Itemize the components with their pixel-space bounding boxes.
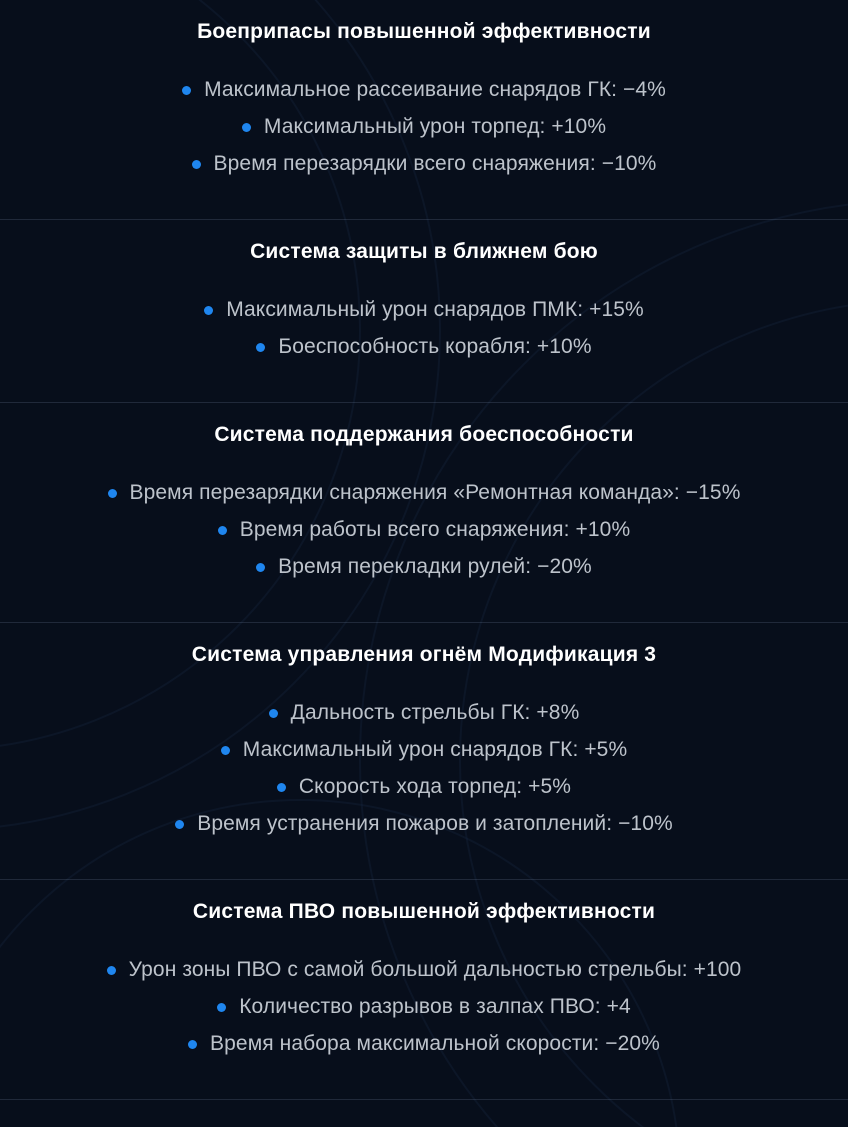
modifier-text: Скорость хода торпед: +5% [298,775,572,798]
modifier-item: Максимальный урон торпед: +10% [20,108,828,145]
bullet-icon [220,745,230,755]
upgrade-section: Боеприпасы повышенной эффективности Макси… [0,0,848,220]
upgrade-section: Система ПВО повышенной эффективности Урон… [0,880,848,1100]
modifier-text: Максимальное рассеивание снарядов ГК: −4… [204,78,666,101]
modifier-list: Урон зоны ПВО с самой большой дальностью… [20,951,828,1062]
modifier-item: Максимальный урон снарядов ГК: +5% [20,731,828,768]
modifier-list: Максимальное рассеивание снарядов ГК: −4… [20,71,828,182]
modifier-list: Дальность стрельбы ГК: +8% Максимальный у… [20,694,828,842]
bullet-icon [241,122,251,132]
modifier-text: Время набора максимальной скорости: −20% [210,1032,660,1055]
modifier-text: Количество разрывов в залпах ПВО: +4 [239,995,631,1018]
modifier-text: Дальность стрельбы ГК: +8% [290,701,580,724]
modifier-item: Время перезарядки снаряжения «Ремонтная … [20,474,828,511]
modifier-item: Количество разрывов в залпах ПВО: +4 [20,988,828,1025]
section-title: Система защиты в ближнем бою [250,240,598,263]
modifier-text: Время устранения пожаров и затоплений: −… [197,812,673,835]
modifier-list: Максимальный урон снарядов ПМК: +15% Боес… [20,291,828,365]
upgrades-list: Боеприпасы повышенной эффективности Макси… [0,0,848,1100]
modifier-text: Время перезарядки снаряжения «Ремонтная … [129,481,741,504]
modifier-list: Время перезарядки снаряжения «Ремонтная … [20,474,828,585]
modifier-item: Максимальное рассеивание снарядов ГК: −4… [20,71,828,108]
section-title: Система поддержания боеспособности [214,423,634,446]
modifier-item: Скорость хода торпед: +5% [20,768,828,805]
modifier-item: Время работы всего снаряжения: +10% [20,511,828,548]
bullet-icon [106,965,116,975]
bullet-icon [217,525,227,535]
bullet-icon [217,1002,227,1012]
modifier-item: Время устранения пожаров и затоплений: −… [20,805,828,842]
modifier-text: Максимальный урон снарядов ПМК: +15% [226,298,644,321]
modifier-item: Дальность стрельбы ГК: +8% [20,694,828,731]
section-title: Система управления огнём Модификация 3 [191,643,657,666]
upgrade-section: Система поддержания боеспособности Время … [0,403,848,623]
bullet-icon [188,1039,198,1049]
modifier-item: Боеспособность корабля: +10% [20,328,828,365]
modifier-text: Время перезарядки всего снаряжения: −10% [213,152,657,175]
bullet-icon [175,819,185,829]
modifier-text: Максимальный урон торпед: +10% [263,115,607,138]
modifier-item: Урон зоны ПВО с самой большой дальностью… [20,951,828,988]
bullet-icon [256,342,266,352]
section-title: Боеприпасы повышенной эффективности [197,20,651,43]
modifier-item: Время набора максимальной скорости: −20% [20,1025,828,1062]
modifier-text: Урон зоны ПВО с самой большой дальностью… [128,958,742,981]
bullet-icon [276,782,286,792]
bullet-icon [204,305,214,315]
modifier-item: Время перезарядки всего снаряжения: −10% [20,145,828,182]
modifier-text: Боеспособность корабля: +10% [278,335,592,358]
modifier-item: Время перекладки рулей: −20% [20,548,828,585]
bullet-icon [256,562,266,572]
upgrade-section: Система управления огнём Модификация 3 Да… [0,623,848,880]
modifier-text: Максимальный урон снарядов ГК: +5% [242,738,628,761]
section-title: Система ПВО повышенной эффективности [192,900,656,923]
upgrade-section: Система защиты в ближнем бою Максимальный… [0,220,848,403]
modifier-text: Время перекладки рулей: −20% [278,555,592,578]
bullet-icon [107,488,117,498]
bullet-icon [268,708,278,718]
modifier-text: Время работы всего снаряжения: +10% [239,518,631,541]
bullet-icon [182,85,192,95]
bullet-icon [191,159,201,169]
modifier-item: Максимальный урон снарядов ПМК: +15% [20,291,828,328]
